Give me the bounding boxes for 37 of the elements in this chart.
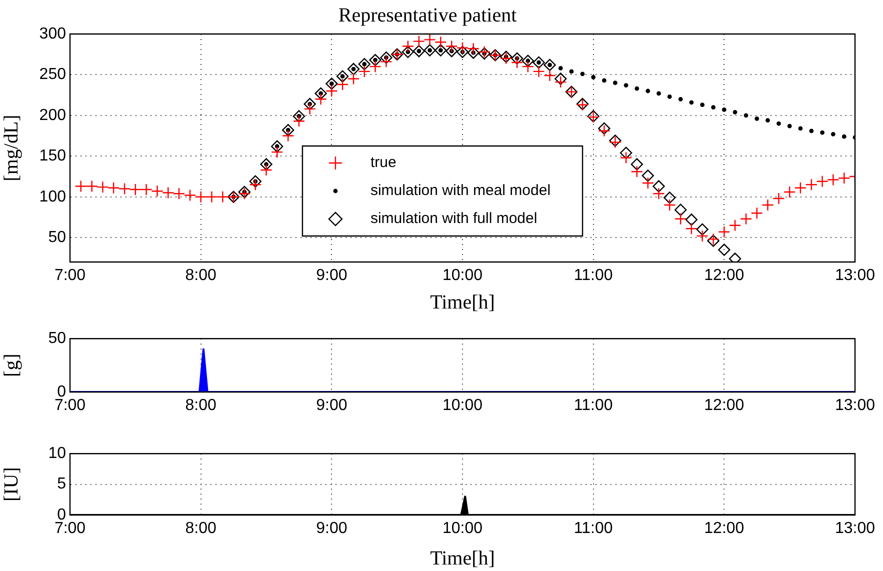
x-axis-title: Time[h]: [430, 291, 495, 314]
x-tick-label: 8:00: [185, 267, 217, 284]
y-axis-title: [IU]: [0, 467, 22, 502]
x-tick-label: 8:00: [185, 520, 217, 538]
y-tick-label: 200: [39, 106, 66, 124]
y-tick-label: 10: [48, 445, 66, 462]
x-axis-title: Time[h]: [430, 547, 495, 570]
y-tick-label: 150: [39, 148, 66, 165]
legend-label: simulation with full model: [370, 210, 538, 228]
x-tick-label: 11:00: [574, 520, 613, 538]
x-tick-label: 8:00: [185, 397, 217, 414]
x-tick-label: 13:00: [834, 520, 876, 538]
x-tick-label: 12:00: [704, 267, 744, 284]
x-tick-label: 7:00: [54, 267, 86, 284]
y-tick-label: 100: [39, 188, 66, 206]
y-axis-title: [mg/dL]: [0, 114, 22, 182]
legend-label: simulation with meal model: [370, 182, 551, 200]
x-tick-label: 12:00: [704, 397, 744, 414]
chart-title: Representative patient: [338, 4, 518, 26]
x-tick-label: 11:00: [574, 397, 613, 414]
x-tick-label: 9:00: [316, 267, 348, 284]
x-tick-label: 11:00: [574, 267, 613, 284]
y-axis-title: [g]: [0, 354, 22, 377]
y-tick-label: 300: [39, 25, 66, 42]
x-tick-label: 10:00: [442, 267, 483, 284]
y-tick-label: 250: [39, 66, 66, 84]
x-tick-label: 10:00: [442, 397, 483, 414]
x-tick-label: 10:00: [442, 520, 483, 538]
legend-label: true: [370, 154, 396, 172]
x-tick-label: 9:00: [316, 520, 348, 538]
x-tick-label: 9:00: [316, 397, 348, 414]
y-tick-label: 50: [48, 330, 66, 348]
y-tick-label: 5: [57, 476, 66, 493]
x-tick-label: 12:00: [704, 520, 744, 538]
y-tick-label: 50: [48, 228, 66, 246]
x-tick-label: 13:00: [834, 397, 876, 414]
x-tick-label: 13:00: [834, 267, 876, 284]
